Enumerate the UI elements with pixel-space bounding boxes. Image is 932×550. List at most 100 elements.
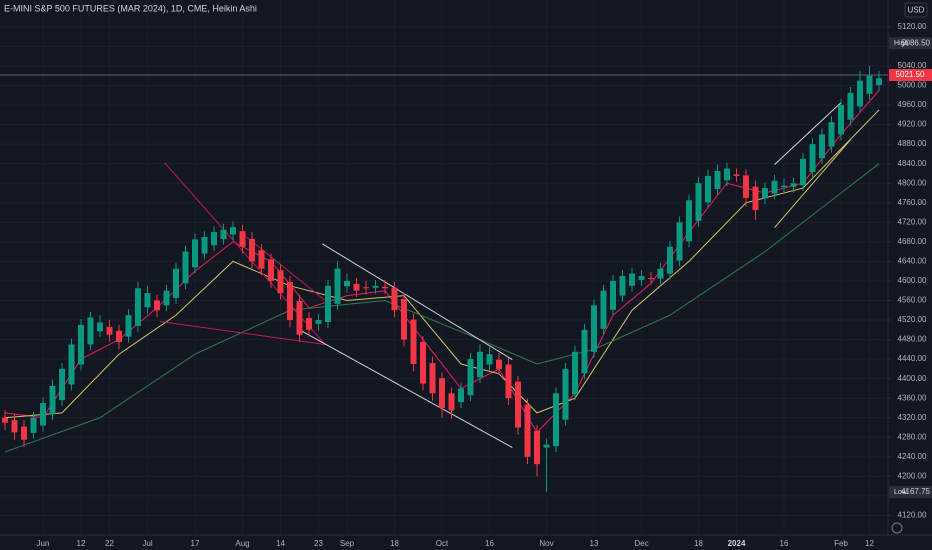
y-tick-label: 4760.00	[898, 198, 927, 207]
x-tick-label: 16	[485, 539, 494, 548]
candles	[2, 65, 882, 493]
candle-body	[515, 381, 521, 428]
high-box	[889, 37, 932, 50]
candle-body	[30, 417, 37, 433]
candle-body	[657, 268, 664, 279]
candle-body	[866, 75, 873, 94]
chart-title: E-MINI S&P 500 FUTURES (MAR 2024), 1D, C…	[4, 3, 257, 13]
last-price-box	[889, 68, 932, 81]
candle-body	[752, 186, 759, 211]
candle-body	[648, 278, 654, 280]
candle-body	[78, 324, 84, 365]
candle-body	[714, 171, 721, 190]
trend-line	[159, 320, 326, 345]
candle-body	[344, 280, 350, 287]
x-tick-label: Feb	[834, 539, 848, 548]
candle-body	[68, 344, 75, 385]
candle-body	[258, 250, 265, 269]
candle-body	[211, 232, 217, 246]
candle-body	[790, 183, 797, 187]
y-tick-label: 4240.00	[898, 452, 927, 461]
candle-body	[420, 342, 426, 384]
candle-body	[182, 251, 189, 284]
x-tick-label: 12	[865, 539, 874, 548]
logo	[891, 522, 903, 534]
candle-body	[410, 319, 417, 364]
y-tick-label: 5000.00	[898, 81, 927, 90]
x-tick-label: Oct	[436, 539, 449, 548]
grid	[0, 26, 888, 516]
candle-body	[809, 144, 816, 172]
candle-body	[325, 285, 331, 322]
x-tick-label: 12	[77, 539, 86, 548]
candle-body	[163, 290, 170, 306]
candle-body	[192, 239, 198, 268]
x-tick-label: 23	[314, 539, 323, 548]
x-tick-label: 16	[780, 539, 789, 548]
currency-box[interactable]	[904, 2, 928, 18]
candle-body	[610, 280, 616, 310]
y-tick-label: 4480.00	[898, 335, 927, 344]
y-tick-label: 4280.00	[898, 432, 927, 441]
axes: 4120.004160.004200.004240.004280.004320.…	[37, 22, 932, 548]
trend-line	[299, 329, 513, 448]
candle-body	[847, 92, 854, 120]
y-tick-label: 4960.00	[898, 100, 927, 109]
candle-body	[59, 368, 65, 401]
candle-body	[676, 222, 683, 261]
candle-body	[49, 385, 56, 415]
candle-body	[733, 174, 740, 176]
candle-body	[372, 285, 379, 288]
y-tick-label: 4800.00	[898, 178, 927, 187]
candle-body	[40, 403, 46, 426]
x-tick-label: 17	[191, 539, 200, 548]
candle-body	[705, 175, 711, 203]
x-tick-label: 14	[276, 539, 285, 548]
candle-body	[762, 188, 768, 199]
candle-body	[249, 238, 255, 262]
y-tick-label: 4440.00	[898, 354, 927, 363]
candle-body	[125, 315, 132, 337]
candle-body	[572, 351, 578, 395]
candle-body	[296, 300, 303, 335]
trend-line	[322, 243, 513, 361]
candle-body	[667, 246, 673, 274]
candle-body	[401, 299, 407, 340]
candle-body	[87, 317, 94, 345]
x-tick-label: 13	[590, 539, 599, 548]
candle-body	[534, 430, 540, 465]
candle-body	[629, 273, 635, 286]
candle-body	[828, 122, 835, 147]
currency: USD	[908, 6, 925, 15]
low-caption: Low	[894, 489, 908, 496]
candle-body	[315, 320, 322, 324]
candle-body	[477, 351, 483, 378]
y-tick-label: 4920.00	[898, 120, 927, 129]
candle-body	[306, 318, 312, 330]
candle-body	[154, 300, 160, 311]
y-tick-label: 4880.00	[898, 139, 927, 148]
candle-body	[486, 354, 493, 365]
y-tick-label: 4360.00	[898, 393, 927, 402]
candle-body	[553, 393, 559, 447]
candle-body	[144, 293, 151, 308]
y-tick-label: 4520.00	[898, 315, 927, 324]
candle-body	[781, 185, 787, 188]
candle-body	[201, 236, 208, 254]
candle-body	[287, 281, 293, 321]
last-price-label: 5021.50	[896, 70, 925, 79]
x-tick-label: Sep	[340, 539, 355, 548]
candle-body	[173, 268, 179, 299]
candle-body	[135, 288, 141, 326]
candle-body	[21, 426, 27, 440]
low-label: 4167.75	[901, 487, 930, 496]
candle-body	[353, 283, 360, 291]
x-tick-label: Nov	[539, 539, 553, 548]
y-tick-label: 4560.00	[898, 296, 927, 305]
x-tick-label: 18	[390, 539, 399, 548]
y-tick-label: 4600.00	[898, 276, 927, 285]
y-tick-label: 5120.00	[898, 22, 927, 31]
